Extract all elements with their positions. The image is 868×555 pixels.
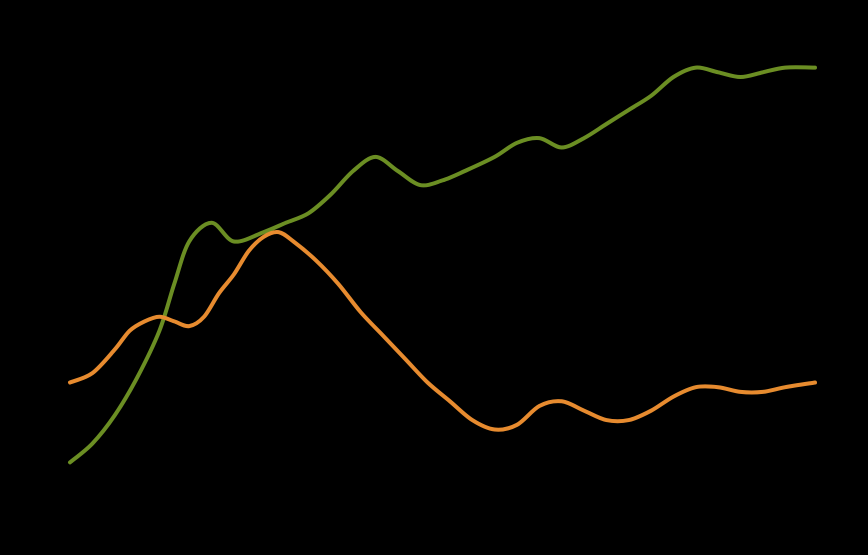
chart-svg xyxy=(0,0,868,555)
line-chart xyxy=(0,0,868,555)
chart-background xyxy=(0,0,868,555)
